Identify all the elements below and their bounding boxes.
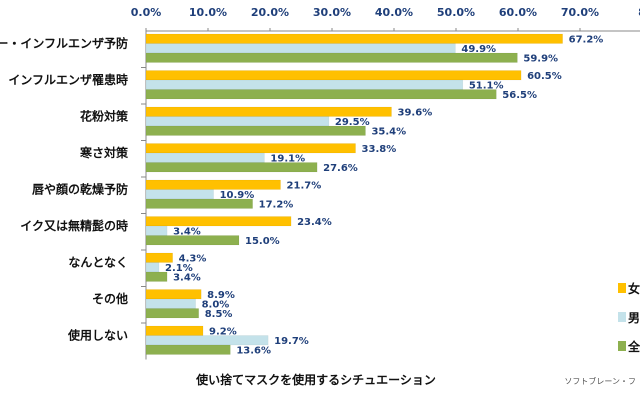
bar [145,52,518,63]
bar [145,106,392,117]
category-labels: ー・インフルエンザ予防インフルエンザ罹患時花粉対策寒さ対策唇や顔の乾燥予防イク又… [0,35,129,342]
category-label: 花粉対策 [80,108,129,123]
x-tick-label: 40.0% [375,6,413,19]
x-axis-title: 使い捨てマスクを使用するシチュエーション [195,372,436,387]
data-label: 27.6% [323,163,358,174]
category-label: 寒さ対策 [79,145,129,160]
bar [145,271,168,282]
source-credit: ソフトブレーン・フ [564,376,636,386]
data-label: 51.1% [469,81,504,92]
category-label: ー・インフルエンザ予防 [0,35,128,50]
data-label: 33.8% [362,144,397,155]
data-label: 67.2% [569,35,604,46]
legend-entry: 全 [627,339,640,354]
data-label: 23.4% [297,217,332,228]
category-label: 使用しない [67,327,128,342]
data-label: 8.0% [202,300,230,311]
bar [145,216,292,227]
bar [145,225,168,236]
bar [145,125,366,136]
bar [145,189,214,200]
legend-entry: 男 [628,311,640,325]
data-label: 39.6% [398,108,433,119]
bar [145,43,456,54]
bar [145,79,464,90]
data-label: 35.4% [371,127,406,138]
bars [145,33,563,355]
bar [145,344,231,355]
data-label: 15.0% [245,236,280,247]
bar [145,252,173,263]
legend-entry: 女 [628,281,640,296]
x-tick-label: 8 [638,6,640,19]
x-tick-label: 0.0% [131,6,162,19]
data-label: 49.9% [461,44,496,55]
category-label: インフルエンザ罹患時 [8,72,128,87]
bar [145,325,204,336]
data-label: 3.4% [173,273,201,284]
x-tick-label: 10.0% [189,6,227,19]
bar [145,179,281,190]
data-label: 29.5% [335,117,370,128]
category-label: イク又は無精髭の時 [20,218,128,233]
data-label: 9.2% [209,327,237,338]
bar [145,152,265,163]
x-tick-label: 20.0% [251,6,289,19]
data-label: 19.1% [270,154,305,165]
x-axis-ticks: 0.0% 10.0% 20.0% 30.0% 40.0% 50.0% 60.0% 70.0% 8 [131,6,640,31]
bar [145,143,356,154]
bar [145,89,497,100]
bar [145,308,199,319]
bar [145,70,522,81]
data-label: 10.9% [220,190,255,201]
data-label: 17.2% [259,200,294,211]
category-label: その他 [92,291,128,306]
bar [145,198,253,209]
x-tick-label: 50.0% [437,6,475,19]
data-label: 2.1% [165,263,193,274]
legend-swatch [618,283,626,293]
legend-swatch [618,341,626,351]
category-label: なんとなく [68,255,128,269]
bar [145,289,202,300]
bar [145,262,160,273]
data-label: 8.5% [205,309,233,320]
data-label: 3.4% [173,227,201,238]
legend-swatch [618,312,626,322]
bar [145,335,269,346]
data-label: 59.9% [523,54,558,65]
category-label: 唇や顔の乾燥予防 [32,181,128,196]
bar [145,298,196,309]
data-labels: 67.2% 49.9% 59.9% 60.5% 51.1%56.5% 39.6% 29.5%… [165,35,603,357]
data-label: 8.9% [207,290,235,301]
x-tick-label: 60.0% [499,6,537,19]
data-label: 21.7% [287,181,322,192]
x-tick-label: 70.0% [561,6,599,19]
x-tick-label: 30.0% [313,6,351,19]
data-label: 19.7% [274,336,309,347]
bar [145,33,563,44]
data-label: 13.6% [236,346,271,357]
bar [145,116,330,127]
data-label: 56.5% [502,90,537,101]
bar [145,162,318,173]
legend: 女男全 [618,281,640,354]
bar [145,235,240,246]
data-label: 4.3% [179,254,207,265]
data-label: 60.5% [527,71,562,82]
